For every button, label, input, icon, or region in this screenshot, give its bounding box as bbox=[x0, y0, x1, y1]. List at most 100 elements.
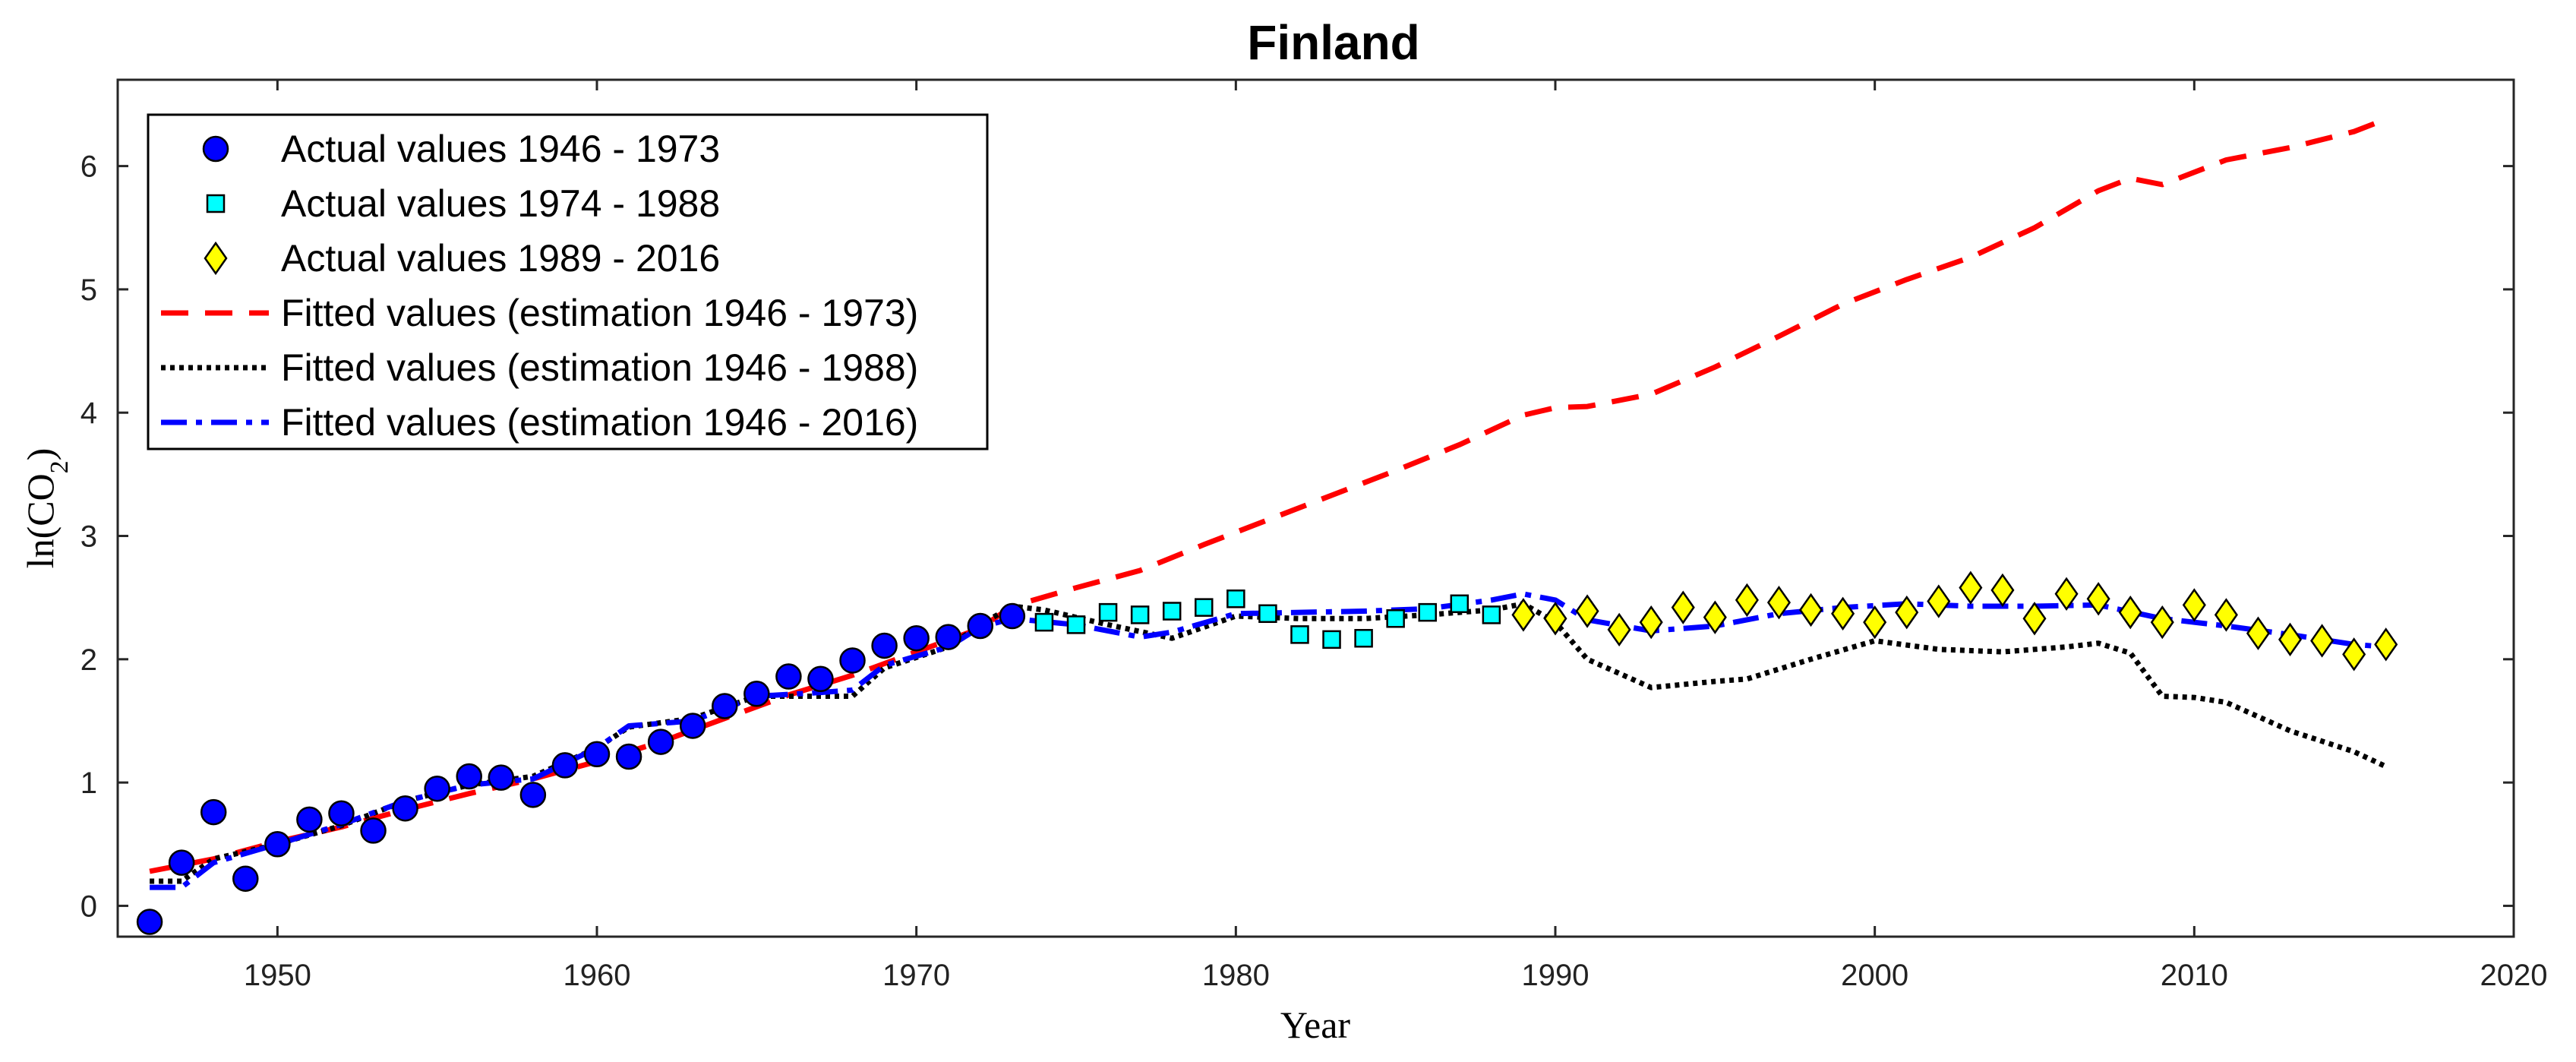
data-point-s1-1949 bbox=[232, 865, 259, 892]
data-point-s2-1987 bbox=[1450, 594, 1470, 614]
legend-swatch-1 bbox=[202, 135, 229, 163]
legend-swatch-2 bbox=[206, 194, 226, 213]
data-point-s3-1999 bbox=[1831, 596, 1855, 631]
x-axis-label: Year bbox=[1280, 1004, 1350, 1046]
data-point-s1-1967 bbox=[807, 665, 834, 693]
legend-label-3: Actual values 1989 - 2016 bbox=[281, 237, 720, 280]
x-tick-label: 2000 bbox=[1841, 959, 1908, 992]
data-point-s2-1985 bbox=[1386, 609, 1405, 628]
data-point-s3-1989 bbox=[1511, 598, 1536, 632]
data-point-s3-1997 bbox=[1766, 585, 1791, 620]
legend-label-1: Actual values 1946 - 1973 bbox=[281, 128, 720, 170]
data-point-s3-2003 bbox=[1959, 571, 1983, 605]
data-point-s1-1946 bbox=[136, 909, 163, 935]
series-layer bbox=[136, 116, 2398, 935]
data-point-s1-1966 bbox=[775, 663, 802, 690]
data-point-s1-1947 bbox=[168, 849, 195, 876]
data-point-s1-1962 bbox=[647, 729, 674, 755]
data-point-s1-1969 bbox=[871, 632, 898, 659]
data-point-s3-1993 bbox=[1639, 605, 1663, 640]
legend-label-5: Fitted values (estimation 1946 - 1988) bbox=[281, 346, 918, 389]
data-point-s3-2006 bbox=[2054, 577, 2079, 611]
data-point-s1-1971 bbox=[935, 624, 961, 650]
y-tick-label: 1 bbox=[80, 766, 97, 800]
data-point-s1-1968 bbox=[839, 647, 866, 674]
legend: Actual values 1946 - 1973 Actual values 1… bbox=[147, 113, 989, 450]
data-point-s3-2001 bbox=[1895, 595, 1919, 630]
data-point-s1-1948 bbox=[200, 798, 227, 826]
data-point-s3-2000 bbox=[1863, 605, 1887, 640]
data-point-s3-2013 bbox=[2278, 622, 2303, 657]
series-line-6 bbox=[150, 591, 2386, 890]
data-point-s3-2011 bbox=[2214, 598, 2238, 632]
data-point-s3-2012 bbox=[2246, 616, 2270, 650]
y-tick-label: 3 bbox=[80, 520, 97, 554]
data-point-s1-1961 bbox=[615, 743, 642, 770]
data-point-s3-1991 bbox=[1575, 594, 1599, 628]
data-point-s1-1973 bbox=[999, 602, 1026, 630]
data-point-s1-1965 bbox=[743, 681, 770, 707]
data-point-s3-1990 bbox=[1543, 602, 1567, 636]
x-tick-label: 1970 bbox=[882, 959, 950, 992]
data-point-s3-1995 bbox=[1703, 600, 1727, 634]
data-point-s1-1970 bbox=[903, 624, 930, 652]
data-point-s1-1952 bbox=[328, 800, 355, 827]
chart-title: Finland bbox=[1247, 15, 1420, 70]
data-point-s3-1992 bbox=[1607, 612, 1631, 647]
data-point-s2-1975 bbox=[1066, 615, 1086, 634]
data-point-s3-2004 bbox=[1990, 573, 2015, 608]
y-tick-label: 4 bbox=[80, 397, 97, 430]
legend-box bbox=[147, 113, 989, 450]
data-point-s1-1958 bbox=[519, 782, 547, 808]
data-point-s1-1960 bbox=[583, 741, 611, 768]
x-tick-label: 1960 bbox=[564, 959, 631, 992]
data-point-s3-1994 bbox=[1671, 590, 1695, 624]
series-line-4 bbox=[149, 116, 2387, 874]
data-point-s1-1953 bbox=[360, 817, 387, 844]
data-point-s2-1976 bbox=[1098, 602, 1118, 622]
data-point-s2-1986 bbox=[1418, 602, 1437, 622]
x-tick-label: 1980 bbox=[1202, 959, 1270, 992]
data-point-s1-1954 bbox=[392, 795, 418, 822]
data-point-s3-2010 bbox=[2182, 588, 2206, 622]
data-point-s2-1974 bbox=[1034, 612, 1054, 632]
x-tick-label: 1990 bbox=[1522, 959, 1589, 992]
legend-label-2: Actual values 1974 - 1988 bbox=[281, 182, 720, 225]
data-point-s3-1998 bbox=[1799, 593, 1823, 627]
data-point-s1-1964 bbox=[712, 693, 738, 719]
y-tick-label: 0 bbox=[80, 890, 97, 923]
plot-frame bbox=[116, 78, 2515, 938]
data-point-s2-1988 bbox=[1482, 605, 1501, 624]
data-point-s3-2016 bbox=[2374, 627, 2398, 662]
data-point-s2-1980 bbox=[1226, 589, 1245, 608]
y-axis-label: ln(CO2) bbox=[19, 448, 74, 569]
data-point-s2-1981 bbox=[1258, 604, 1277, 624]
data-point-s2-1979 bbox=[1195, 598, 1214, 617]
legend-label-4: Fitted values (estimation 1946 - 1973) bbox=[281, 292, 918, 334]
y-tick-label: 2 bbox=[80, 643, 97, 677]
data-point-s3-1996 bbox=[1735, 583, 1759, 618]
data-point-s2-1977 bbox=[1130, 605, 1150, 624]
data-point-s1-1963 bbox=[679, 713, 706, 739]
data-point-s3-2015 bbox=[2342, 637, 2366, 672]
data-point-s1-1951 bbox=[296, 806, 323, 833]
data-point-s3-2008 bbox=[2118, 595, 2142, 630]
x-tick-label: 2010 bbox=[2161, 959, 2228, 992]
data-point-s1-1950 bbox=[264, 831, 291, 858]
data-point-s1-1957 bbox=[488, 764, 515, 791]
data-point-s3-2007 bbox=[2086, 582, 2110, 616]
x-tick-label: 2020 bbox=[2480, 959, 2548, 992]
data-point-s1-1955 bbox=[424, 775, 450, 802]
data-point-s2-1984 bbox=[1354, 628, 1373, 648]
data-point-s1-1959 bbox=[551, 752, 579, 779]
data-point-s3-2009 bbox=[2150, 605, 2174, 640]
legend-swatch-3 bbox=[204, 241, 228, 276]
tick-layer: 1950 1960 1970 1980 1990 2000 2010 2020 0 1 2 3 4 5 6 bbox=[80, 80, 2548, 992]
data-point-s3-2014 bbox=[2310, 624, 2334, 658]
data-point-s2-1983 bbox=[1322, 630, 1341, 650]
series-line-5 bbox=[150, 601, 2388, 884]
y-tick-label: 5 bbox=[80, 273, 97, 307]
legend-label-6: Fitted values (estimation 1946 - 2016) bbox=[281, 401, 918, 444]
data-point-s1-1956 bbox=[456, 763, 482, 790]
